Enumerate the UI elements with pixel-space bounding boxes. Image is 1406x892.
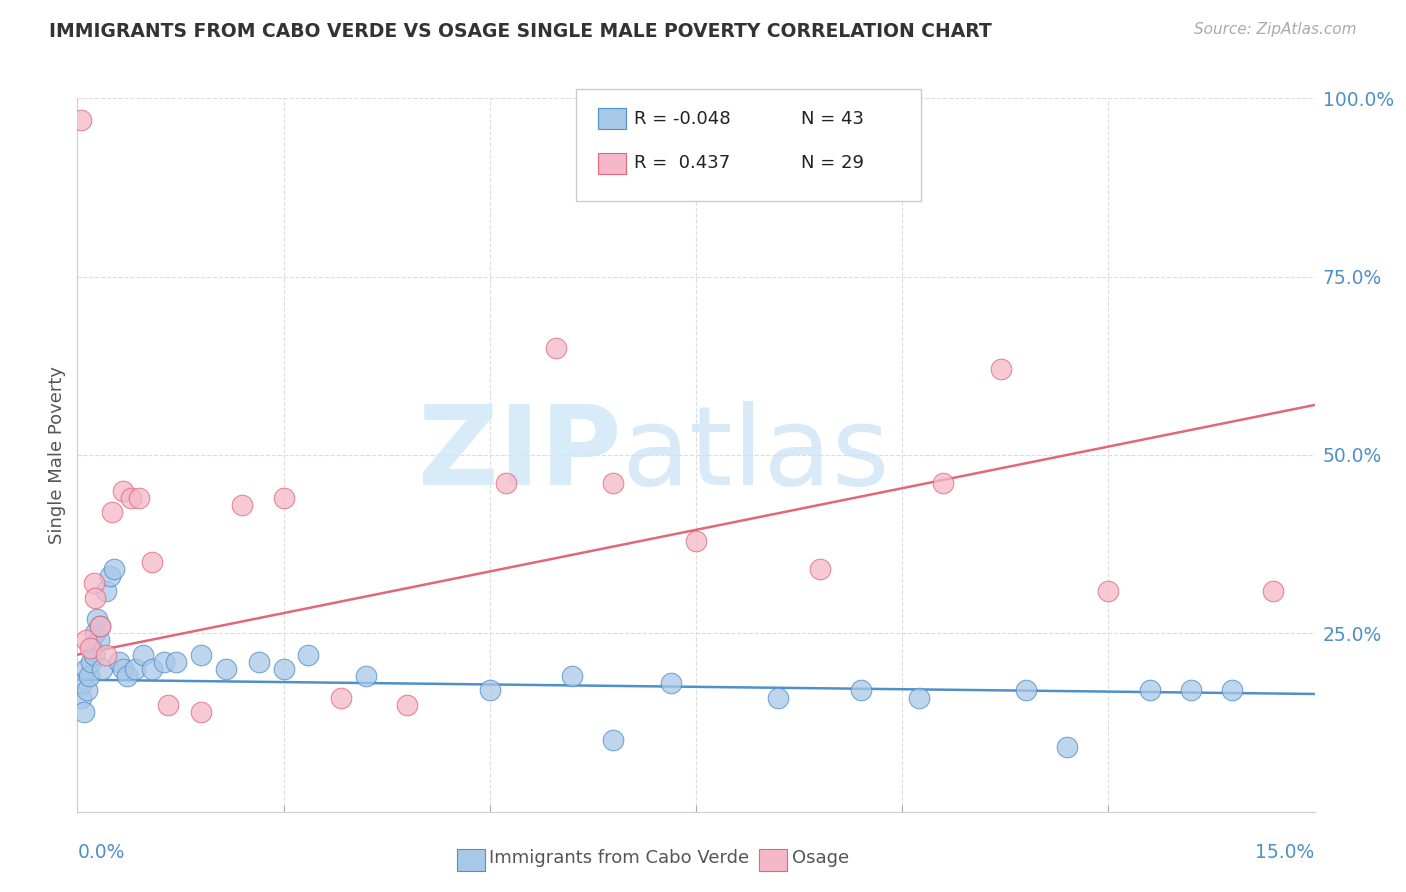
Point — [96, 648, 118, 662]
Point — [1139, 683, 1161, 698]
Point — [808, 562, 831, 576]
Point — [120, 491, 142, 505]
Point — [602, 733, 624, 747]
Point — [77, 669, 100, 683]
Point — [1097, 583, 1119, 598]
Point — [561, 669, 583, 683]
Point — [82, 640, 104, 655]
Text: atlas: atlas — [621, 401, 890, 508]
Text: 15.0%: 15.0% — [1256, 843, 1315, 862]
Point — [849, 683, 872, 698]
Point — [111, 662, 134, 676]
Point — [907, 690, 929, 705]
Point — [990, 362, 1012, 376]
Point — [83, 648, 105, 662]
Point — [107, 655, 129, 669]
Point — [685, 533, 707, 548]
Point — [84, 591, 107, 605]
Point — [1180, 683, 1202, 698]
Point — [115, 669, 138, 683]
Point — [89, 619, 111, 633]
Point — [768, 690, 790, 705]
Point — [231, 498, 253, 512]
Point — [101, 505, 124, 519]
Point — [1263, 583, 1285, 598]
Point — [157, 698, 180, 712]
Point — [297, 648, 319, 662]
Point — [79, 640, 101, 655]
Point — [75, 662, 97, 676]
Point — [247, 655, 270, 669]
Point — [1015, 683, 1038, 698]
Point — [84, 626, 107, 640]
Point — [69, 690, 91, 705]
Point — [602, 476, 624, 491]
Text: Osage: Osage — [792, 849, 849, 867]
Point — [215, 662, 238, 676]
Point — [932, 476, 955, 491]
Point — [659, 676, 682, 690]
Text: R = -0.048: R = -0.048 — [634, 110, 731, 128]
Point — [141, 662, 163, 676]
Point — [124, 662, 146, 676]
Point — [111, 483, 134, 498]
Point — [86, 612, 108, 626]
Point — [73, 705, 96, 719]
Point — [72, 676, 94, 690]
Y-axis label: Single Male Poverty: Single Male Poverty — [48, 366, 66, 544]
Point — [1220, 683, 1243, 698]
Point — [190, 705, 212, 719]
Point — [478, 683, 501, 698]
Point — [354, 669, 377, 683]
Point — [141, 555, 163, 569]
Point — [70, 112, 93, 127]
Point — [330, 690, 353, 705]
Point — [76, 683, 98, 698]
Text: ZIP: ZIP — [419, 401, 621, 508]
Point — [89, 619, 111, 633]
Point — [495, 476, 517, 491]
Text: N = 43: N = 43 — [801, 110, 865, 128]
Point — [83, 576, 105, 591]
Point — [273, 662, 295, 676]
Point — [128, 491, 150, 505]
Text: R =  0.437: R = 0.437 — [634, 154, 730, 172]
Point — [87, 633, 110, 648]
Text: N = 29: N = 29 — [801, 154, 865, 172]
Point — [79, 655, 101, 669]
Point — [75, 633, 97, 648]
Text: IMMIGRANTS FROM CABO VERDE VS OSAGE SINGLE MALE POVERTY CORRELATION CHART: IMMIGRANTS FROM CABO VERDE VS OSAGE SING… — [49, 22, 993, 41]
Point — [103, 562, 125, 576]
Point — [165, 655, 187, 669]
Point — [98, 569, 121, 583]
Point — [544, 341, 567, 355]
Point — [396, 698, 419, 712]
Text: Immigrants from Cabo Verde: Immigrants from Cabo Verde — [489, 849, 749, 867]
Point — [190, 648, 212, 662]
Point — [273, 491, 295, 505]
Point — [91, 662, 114, 676]
Point — [132, 648, 155, 662]
Point — [96, 583, 118, 598]
Point — [153, 655, 176, 669]
Text: Source: ZipAtlas.com: Source: ZipAtlas.com — [1194, 22, 1357, 37]
Text: 0.0%: 0.0% — [77, 843, 125, 862]
Point — [1056, 740, 1078, 755]
